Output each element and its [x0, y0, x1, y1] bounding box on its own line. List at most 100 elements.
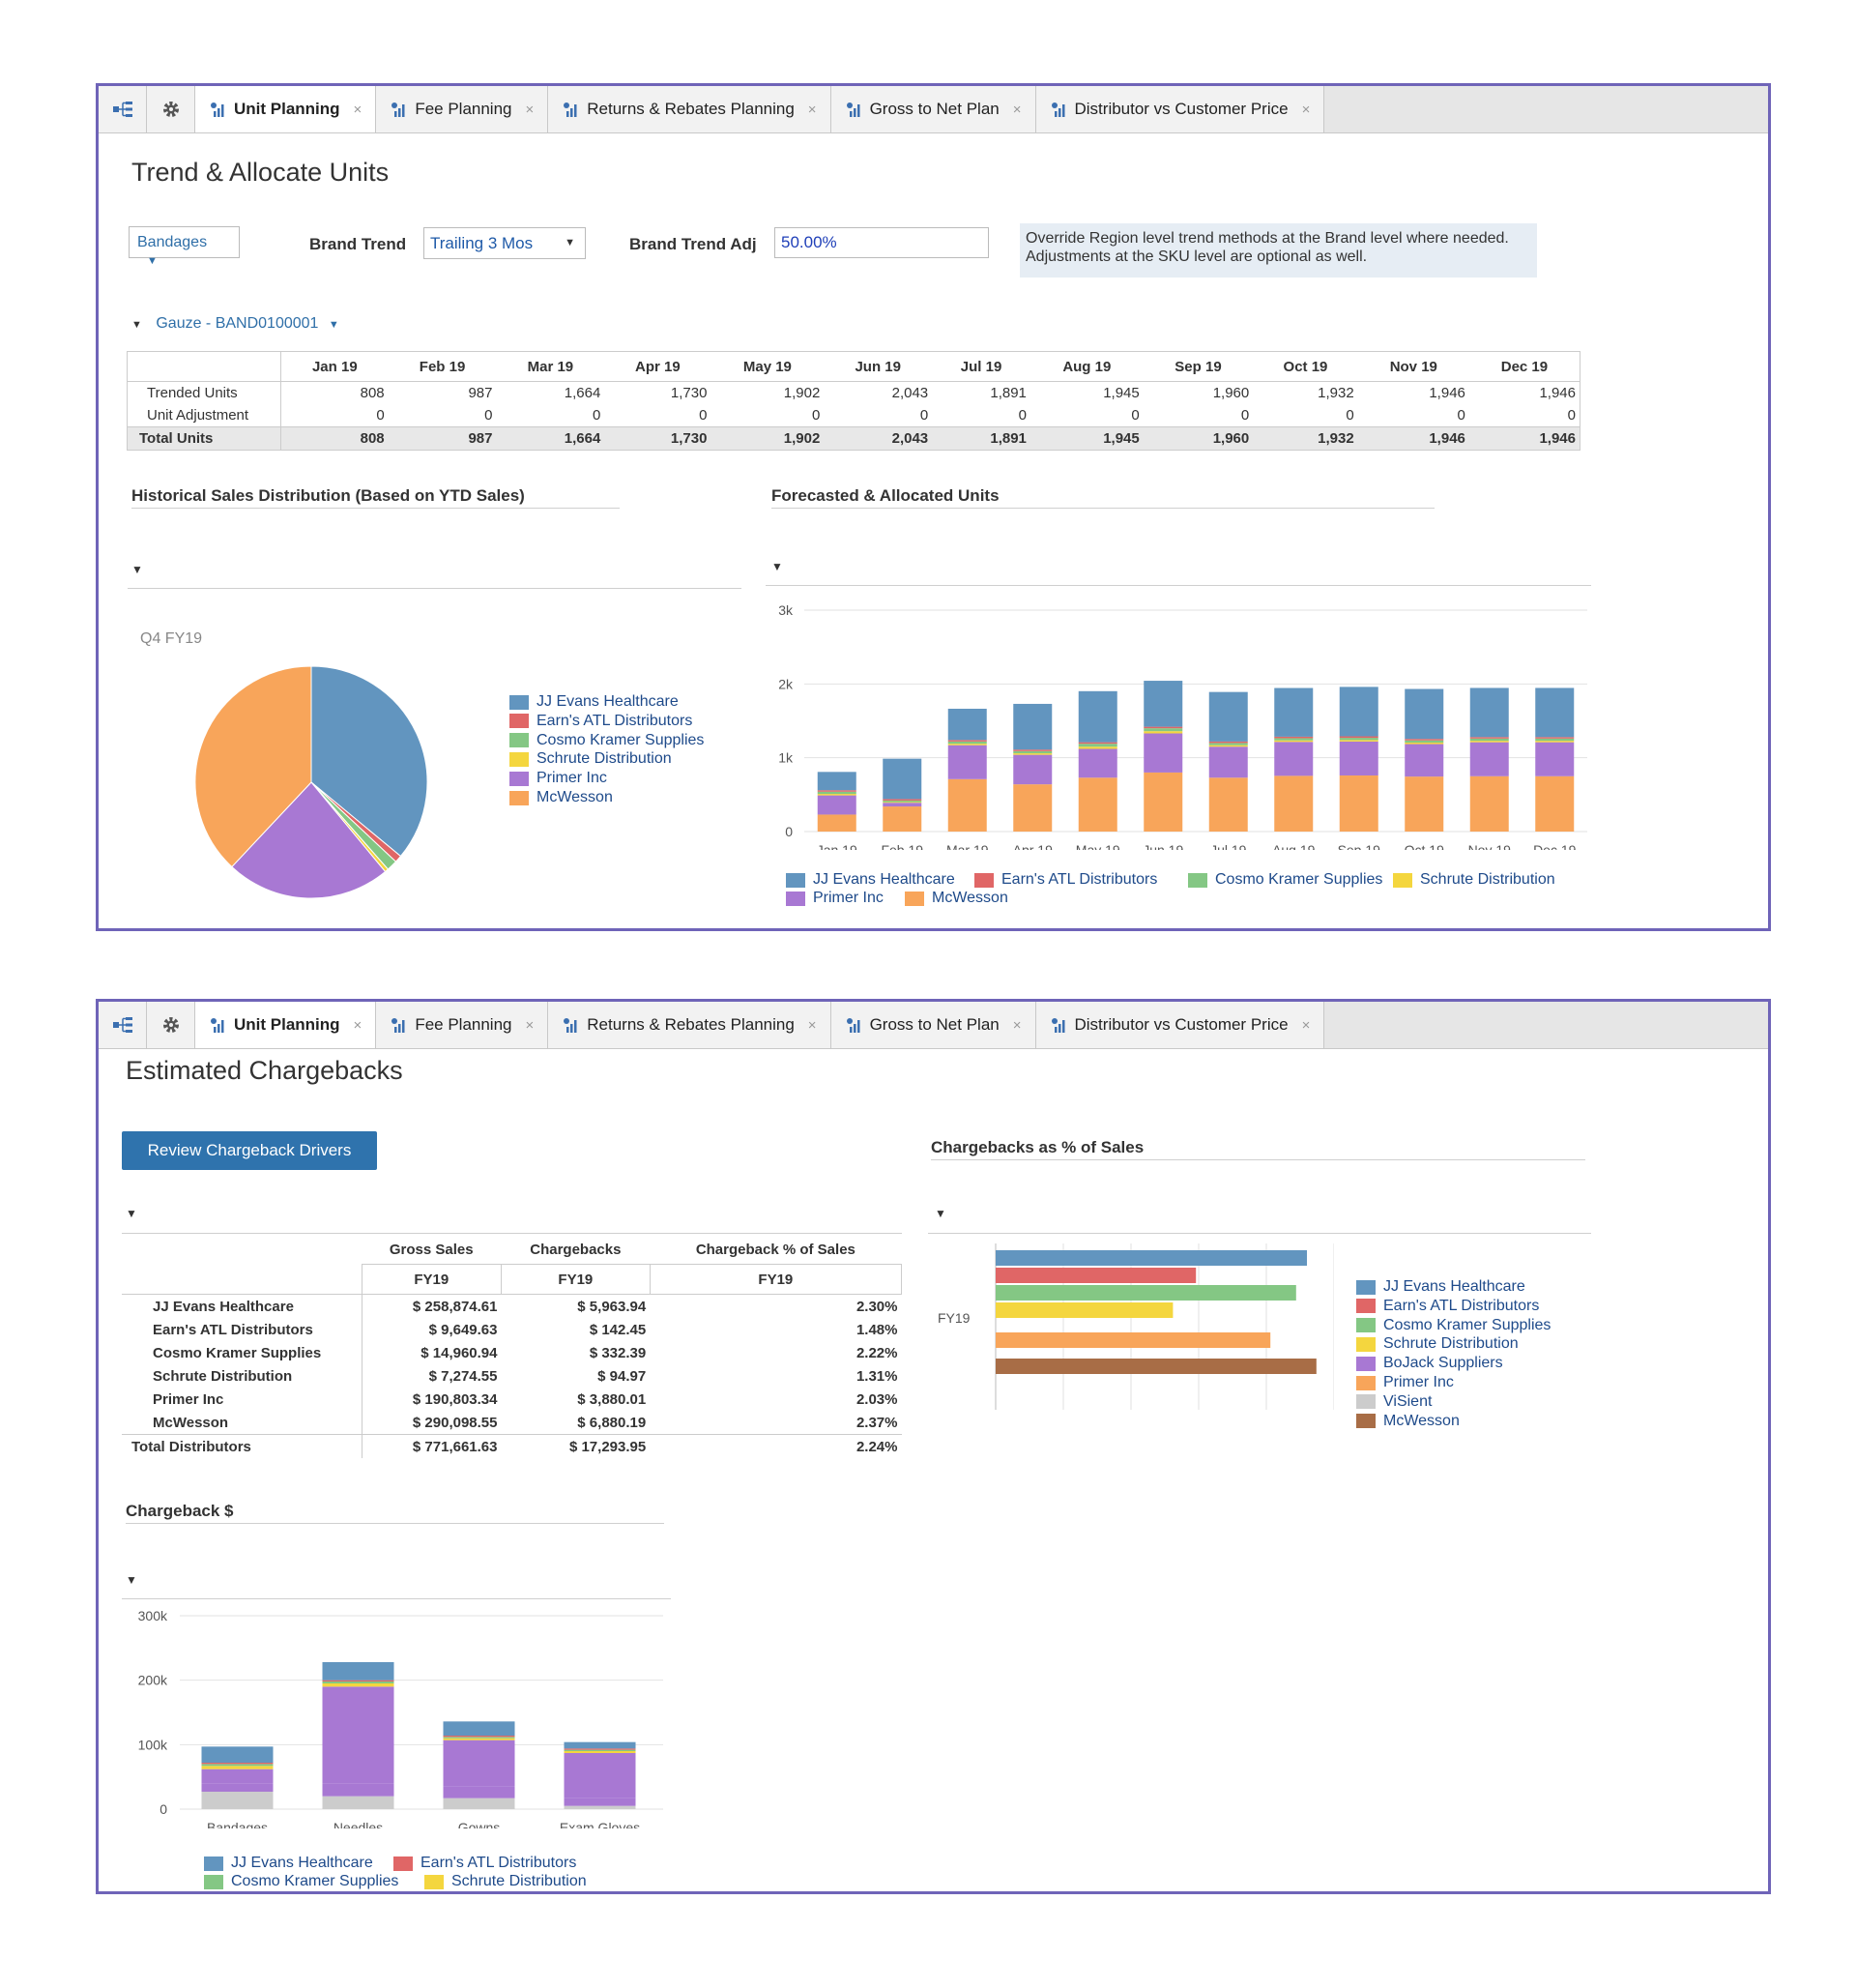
- pie-slice-mcwesson[interactable]: [194, 665, 312, 868]
- bar-earn-s-atl-distributors[interactable]: [996, 1268, 1197, 1283]
- legend-item-schrute-distribution[interactable]: Schrute Distribution: [1393, 871, 1555, 889]
- bar-segment-mcwesson[interactable]: [817, 814, 856, 832]
- bar-segment-cosmo-kramer-supplies[interactable]: [1208, 743, 1248, 746]
- cell[interactable]: 808: [360, 385, 385, 401]
- bar-segment-mcwesson[interactable]: [1144, 772, 1183, 832]
- legend-item-schrute-distribution[interactable]: Schrute Distribution: [1356, 1335, 1519, 1353]
- cell[interactable]: 0: [1240, 407, 1250, 424]
- bar-segment-earn-s-atl-distributors[interactable]: [1078, 742, 1117, 745]
- bar-segment-schrute-distribution[interactable]: [947, 744, 987, 746]
- close-icon[interactable]: ×: [1012, 1016, 1022, 1034]
- cell[interactable]: 1,946: [1429, 385, 1465, 401]
- cell[interactable]: 1,946: [1539, 385, 1576, 401]
- cell[interactable]: 0: [1567, 407, 1576, 424]
- close-icon[interactable]: ×: [1012, 101, 1022, 118]
- close-icon[interactable]: ×: [807, 1016, 817, 1034]
- bar-segment-primer-inc[interactable]: [883, 803, 922, 807]
- bar-segment-jj-evans-healthcare[interactable]: [443, 1721, 515, 1736]
- cell[interactable]: 0: [1131, 407, 1140, 424]
- cell[interactable]: 987: [468, 385, 493, 401]
- legend-item-earn-s-atl-distributors[interactable]: Earn's ATL Distributors: [974, 871, 1157, 889]
- caret-down-icon[interactable]: ▼: [935, 1207, 946, 1220]
- close-icon[interactable]: ×: [353, 101, 362, 118]
- bar-segment-schrute-distribution[interactable]: [1405, 743, 1444, 745]
- cell[interactable]: 2,043: [891, 385, 929, 401]
- bar-segment-jj-evans-healthcare[interactable]: [1078, 690, 1117, 743]
- bar-mcwesson[interactable]: [996, 1359, 1317, 1374]
- bar-segment-jj-evans-healthcare[interactable]: [1535, 687, 1575, 738]
- legend-item-cosmo-kramer-supplies[interactable]: Cosmo Kramer Supplies: [1188, 871, 1382, 889]
- bar-segment-jj-evans-healthcare[interactable]: [1405, 688, 1444, 740]
- legend-item-cosmo-kramer-supplies[interactable]: Cosmo Kramer Supplies: [204, 1873, 398, 1890]
- bar-segment-bojack-suppliers[interactable]: [322, 1686, 394, 1784]
- bar-segment-jj-evans-healthcare[interactable]: [201, 1746, 274, 1763]
- legend-item-mcwesson[interactable]: McWesson: [509, 789, 613, 806]
- legend-item-primer-inc[interactable]: Primer Inc: [509, 770, 607, 787]
- tab-fee-planning[interactable]: Fee Planning ×: [376, 86, 549, 132]
- bar-segment-mcwesson[interactable]: [1013, 784, 1053, 832]
- tab-gross-to-net-plan[interactable]: Gross to Net Plan ×: [830, 1002, 1036, 1048]
- tab-gross-to-net-plan[interactable]: Gross to Net Plan ×: [830, 86, 1036, 132]
- caret-down-icon[interactable]: ▼: [771, 560, 783, 573]
- bar-segment-mcwesson[interactable]: [1339, 775, 1378, 832]
- bar-segment-earn-s-atl-distributors[interactable]: [564, 1748, 636, 1750]
- bar-primer-inc[interactable]: [996, 1332, 1271, 1348]
- bar-segment-mcwesson[interactable]: [883, 806, 922, 832]
- bar-segment-earn-s-atl-distributors[interactable]: [1535, 737, 1575, 739]
- bar-segment-visient[interactable]: [564, 1805, 636, 1809]
- legend-item-jj-evans-healthcare[interactable]: JJ Evans Healthcare: [786, 871, 955, 889]
- bar-segment-jj-evans-healthcare[interactable]: [1274, 687, 1314, 737]
- bar-segment-cosmo-kramer-supplies[interactable]: [564, 1749, 636, 1751]
- bar-segment-bojack-suppliers[interactable]: [564, 1753, 636, 1798]
- bar-segment-cosmo-kramer-supplies[interactable]: [1274, 738, 1314, 741]
- bar-cosmo-kramer-supplies[interactable]: [996, 1285, 1296, 1301]
- tab-distributor-vs-customer-price[interactable]: Distributor vs Customer Price ×: [1035, 1002, 1325, 1048]
- bar-segment-cosmo-kramer-supplies[interactable]: [322, 1681, 394, 1683]
- legend-item-jj-evans-healthcare[interactable]: JJ Evans Healthcare: [204, 1855, 373, 1872]
- bar-segment-earn-s-atl-distributors[interactable]: [817, 790, 856, 792]
- legend-item-schrute-distribution[interactable]: Schrute Distribution: [509, 750, 672, 768]
- caret-down-icon[interactable]: ▼: [126, 1573, 137, 1587]
- bar-segment-cosmo-kramer-supplies[interactable]: [1405, 740, 1444, 744]
- bar-segment-jj-evans-healthcare[interactable]: [817, 772, 856, 791]
- gear-icon[interactable]: [147, 1002, 195, 1048]
- bar-segment-earn-s-atl-distributors[interactable]: [1339, 736, 1378, 739]
- cell[interactable]: 1,932: [1318, 385, 1354, 401]
- bar-segment-cosmo-kramer-supplies[interactable]: [1078, 744, 1117, 747]
- bar-segment-primer-inc[interactable]: [1208, 746, 1248, 778]
- legend-item-cosmo-kramer-supplies[interactable]: Cosmo Kramer Supplies: [1356, 1317, 1551, 1334]
- tree-hierarchy-icon[interactable]: [99, 1002, 147, 1048]
- close-icon[interactable]: ×: [807, 101, 817, 118]
- bar-segment-earn-s-atl-distributors[interactable]: [1405, 739, 1444, 741]
- legend-item-earn-s-atl-distributors[interactable]: Earn's ATL Distributors: [393, 1855, 576, 1872]
- legend-item-primer-inc[interactable]: Primer Inc: [1356, 1374, 1454, 1391]
- bar-segment-bojack-suppliers[interactable]: [201, 1769, 274, 1784]
- cell[interactable]: 0: [1457, 407, 1465, 424]
- bar-segment-earn-s-atl-distributors[interactable]: [1274, 736, 1314, 739]
- cell[interactable]: 0: [919, 407, 929, 424]
- legend-item-bojack-suppliers[interactable]: BoJack Suppliers: [1356, 1355, 1503, 1372]
- legend-item-visient[interactable]: ViSient: [1356, 1393, 1432, 1411]
- bar-segment-mcwesson[interactable]: [1078, 777, 1117, 832]
- bar-segment-jj-evans-healthcare[interactable]: [883, 758, 922, 800]
- cell[interactable]: 1,945: [1103, 385, 1140, 401]
- bar-segment-primer-inc[interactable]: [1339, 741, 1378, 775]
- tab-returns-rebates-planning[interactable]: Returns & Rebates Planning ×: [548, 1002, 831, 1048]
- bar-segment-schrute-distribution[interactable]: [322, 1683, 394, 1687]
- close-icon[interactable]: ×: [525, 1016, 535, 1034]
- sku-selector[interactable]: ▼ Gauze - BAND0100001 ▼: [131, 315, 339, 333]
- cell[interactable]: 0: [699, 407, 708, 424]
- bar-segment-mcwesson[interactable]: [1405, 776, 1444, 832]
- bar-segment-primer-inc[interactable]: [1535, 742, 1575, 776]
- bar-segment-mcwesson[interactable]: [1208, 777, 1248, 832]
- gear-icon[interactable]: [147, 86, 195, 132]
- bar-segment-primer-inc[interactable]: [443, 1786, 515, 1798]
- bar-segment-earn-s-atl-distributors[interactable]: [201, 1763, 274, 1765]
- cell[interactable]: 1,730: [670, 385, 708, 401]
- bar-segment-cosmo-kramer-supplies[interactable]: [1339, 738, 1378, 741]
- bar-segment-earn-s-atl-distributors[interactable]: [1144, 726, 1183, 729]
- pie-slice-jj-evans-healthcare[interactable]: [310, 665, 428, 858]
- bar-segment-schrute-distribution[interactable]: [1535, 741, 1575, 743]
- bar-segment-mcwesson[interactable]: [1274, 775, 1314, 832]
- bar-segment-bojack-suppliers[interactable]: [443, 1740, 515, 1787]
